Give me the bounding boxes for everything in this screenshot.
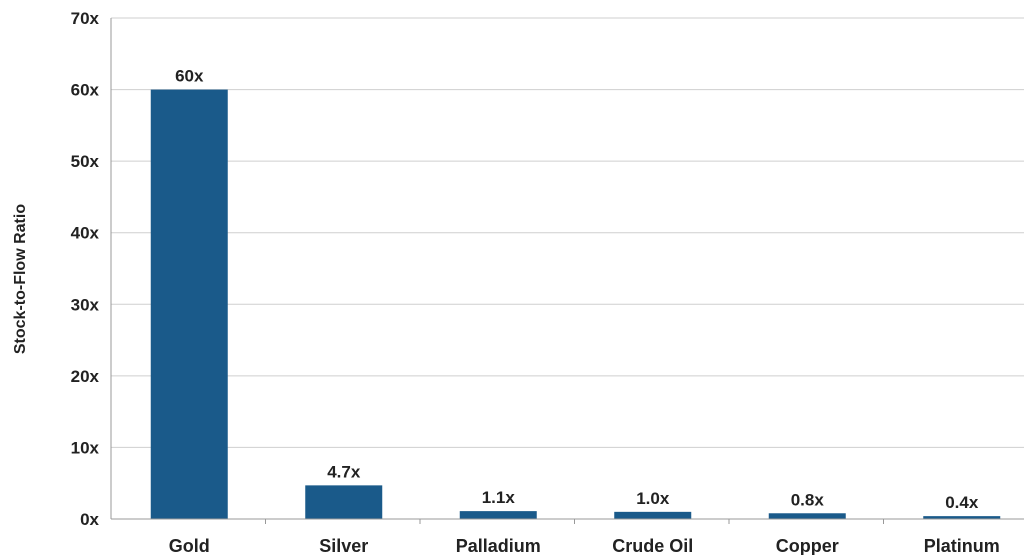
data-label: 1.1x [482, 488, 516, 507]
grid-lines [111, 17, 1024, 448]
x-tick-label: Crude Oil [612, 536, 693, 555]
y-tick-label: 50x [71, 152, 100, 171]
data-label: 0.8x [791, 490, 825, 509]
y-tick-label: 30x [71, 295, 100, 314]
x-tick-label: Platinum [924, 536, 1000, 555]
bars: 60x 4.7x 1.1x 1.0x 0.8x 0.4x [150, 67, 1001, 520]
y-tick-label: 0x [80, 510, 99, 529]
data-label: 60x [175, 67, 204, 86]
bar-gold [150, 89, 228, 520]
bar-silver [305, 485, 383, 519]
y-tick-label: 70x [71, 9, 100, 28]
y-tick-label: 40x [71, 224, 100, 243]
y-tick-label: 60x [71, 81, 100, 100]
y-tick-label: 20x [71, 367, 100, 386]
data-label: 4.7x [327, 462, 361, 481]
x-tick-label: Gold [169, 536, 210, 555]
x-tick-label: Copper [776, 536, 839, 555]
bar-palladium [459, 511, 537, 519]
x-tick-label: Palladium [456, 536, 541, 555]
axes: 0x 10x 20x 30x 40x 50x 60x 70x Gold Silver Palladi… [71, 9, 1024, 555]
bar-crude-oil [614, 511, 692, 519]
bar-platinum [923, 516, 1001, 519]
y-tick-label: 10x [71, 438, 100, 457]
data-label: 0.4x [945, 493, 979, 512]
y-axis-title: Stock-to-Flow Ratio [12, 204, 29, 354]
x-tick-label: Silver [319, 536, 368, 555]
bar-copper [768, 513, 846, 519]
data-label: 1.0x [636, 489, 670, 508]
